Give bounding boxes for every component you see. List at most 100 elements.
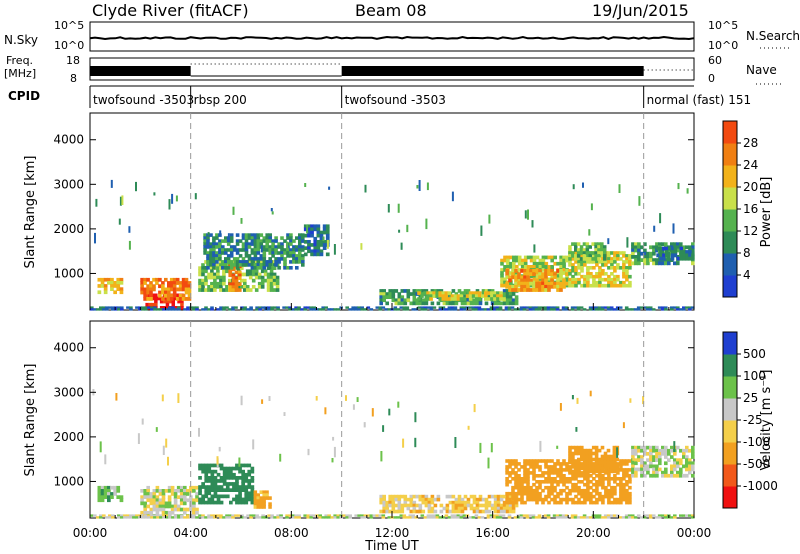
range-gate-cell <box>168 308 172 311</box>
range-gate-cell <box>588 308 593 311</box>
range-gate-cell <box>483 308 488 311</box>
range-gate-cell <box>238 469 242 474</box>
range-gate-cell <box>571 254 575 258</box>
range-gate-cell <box>229 245 234 249</box>
range-gate-cell <box>229 482 233 486</box>
range-gate-cell <box>627 514 632 517</box>
range-gate-cell <box>622 274 626 279</box>
range-gate-cell <box>637 255 641 259</box>
range-gate-cell <box>149 495 154 499</box>
range-gate-cell <box>268 257 272 261</box>
range-gate-cell <box>146 290 150 295</box>
range-gate-cell <box>207 463 212 468</box>
range-gate-cell <box>232 263 237 267</box>
range-gate-cell <box>213 476 218 480</box>
range-gate-cell <box>610 280 614 285</box>
range-gate-cell <box>515 271 519 275</box>
range-gate-cell <box>256 260 261 264</box>
range-gate-cell <box>574 482 578 487</box>
range-gate-cell <box>535 465 539 469</box>
range-gate-cell <box>691 455 695 459</box>
range-gate-cell <box>505 284 509 289</box>
range-gate-cell <box>616 251 620 255</box>
range-gate-cell <box>535 278 539 283</box>
scatter-speck <box>286 241 289 251</box>
range-gate-cell <box>529 274 534 278</box>
range-gate-cell <box>313 236 318 241</box>
range-gate-cell <box>195 498 199 503</box>
range-gate-cell <box>222 306 226 309</box>
range-gate-cell <box>520 284 524 289</box>
range-gate-cell <box>553 284 557 289</box>
range-gate-cell <box>493 294 497 298</box>
scatter-speck <box>607 238 610 245</box>
range-gate-cell <box>574 451 578 456</box>
range-gate-cell <box>247 245 252 249</box>
range-gate-cell <box>450 297 455 301</box>
range-gate-cell <box>637 458 641 462</box>
range-gate-cell <box>454 506 459 511</box>
range-gate-cell <box>268 263 272 267</box>
range-gate-cell <box>209 260 213 264</box>
range-gate-cell <box>514 500 518 505</box>
range-gate-cell <box>500 280 504 285</box>
range-gate-cell <box>162 308 166 311</box>
range-gate-cell <box>603 514 608 517</box>
range-gate-cell <box>173 507 178 512</box>
range-gate-cell <box>658 455 662 459</box>
cpid-segment-label: twofsound -3503 <box>345 93 446 107</box>
range-gate-cell <box>303 224 308 229</box>
range-gate-cell <box>382 506 386 511</box>
range-gate-cell <box>541 474 545 478</box>
range-gate-cell <box>228 273 233 278</box>
range-gate-cell <box>609 460 614 465</box>
range-gate-cell <box>154 299 158 304</box>
range-gate-cell <box>640 445 644 450</box>
range-gate-cell <box>285 514 289 517</box>
range-gate-cell <box>616 482 620 487</box>
range-gate-cell <box>673 242 677 247</box>
range-gate-cell <box>512 265 516 269</box>
range-gate-cell <box>259 496 263 500</box>
range-gate-cell <box>619 465 623 469</box>
range-gate-cell <box>213 500 218 505</box>
range-gate-cell <box>100 489 105 493</box>
range-gate-cell <box>622 477 626 481</box>
range-gate-cell <box>606 308 611 311</box>
range-gate-cell <box>523 474 527 478</box>
range-gate-cell <box>276 516 280 519</box>
range-gate-cell <box>445 494 450 499</box>
range-gate-cell <box>601 500 605 505</box>
range-gate-cell <box>405 308 410 311</box>
range-gate-cell <box>417 291 421 295</box>
range-gate-cell <box>152 498 157 503</box>
range-gate-cell <box>618 306 623 309</box>
range-gate-cell <box>537 514 542 517</box>
range-gate-cell <box>218 245 222 249</box>
range-gate-cell <box>538 284 542 289</box>
range-gate-cell <box>577 277 581 282</box>
range-gate-cell <box>631 448 635 453</box>
range-gate-cell <box>459 308 464 311</box>
range-gate-cell <box>156 516 160 519</box>
range-gate-cell <box>544 265 549 269</box>
range-gate-cell <box>172 277 177 282</box>
scatter-speck <box>155 427 158 432</box>
range-gate-cell <box>240 516 244 519</box>
range-gate-cell <box>607 277 611 282</box>
range-gate-cell <box>201 308 205 311</box>
colorbar-swatch <box>723 121 737 144</box>
range-gate-cell <box>397 295 402 299</box>
range-gate-cell <box>198 463 202 468</box>
range-gate-cell <box>529 459 533 463</box>
range-gate-cell <box>120 308 124 311</box>
range-gate-cell <box>574 242 578 246</box>
range-gate-cell <box>606 516 611 519</box>
range-gate-cell <box>598 474 602 478</box>
range-gate-cell <box>562 265 566 269</box>
range-gate-cell <box>574 283 578 288</box>
range-gate-cell <box>568 263 572 267</box>
range-gate-cell <box>610 491 614 496</box>
range-gate-cell <box>574 466 578 471</box>
range-gate-cell <box>412 298 417 303</box>
